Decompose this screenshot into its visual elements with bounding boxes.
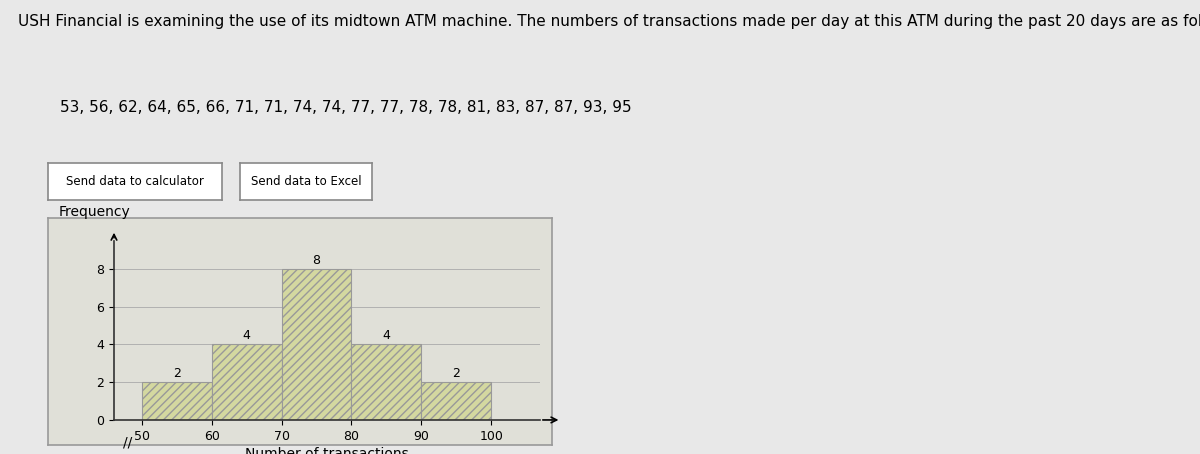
Text: Send data to calculator: Send data to calculator — [66, 175, 204, 188]
Text: 8: 8 — [312, 254, 320, 266]
Bar — [142, 382, 211, 420]
Text: 53, 56, 62, 64, 65, 66, 71, 71, 74, 74, 77, 77, 78, 78, 81, 83, 87, 87, 93, 95: 53, 56, 62, 64, 65, 66, 71, 71, 74, 74, … — [60, 100, 631, 115]
Text: 2: 2 — [173, 367, 181, 380]
Bar — [282, 269, 352, 420]
Text: Send data to Excel: Send data to Excel — [251, 175, 361, 188]
Text: Frequency: Frequency — [59, 205, 131, 219]
Text: //: // — [124, 436, 132, 450]
Bar — [421, 382, 491, 420]
Text: 2: 2 — [452, 367, 460, 380]
Bar — [211, 345, 282, 420]
Bar — [352, 345, 421, 420]
X-axis label: Number of transactions: Number of transactions — [245, 447, 409, 454]
Text: 4: 4 — [242, 329, 251, 342]
Text: USH Financial is examining the use of its midtown ATM machine. The numbers of tr: USH Financial is examining the use of it… — [18, 14, 1200, 29]
Text: 4: 4 — [383, 329, 390, 342]
